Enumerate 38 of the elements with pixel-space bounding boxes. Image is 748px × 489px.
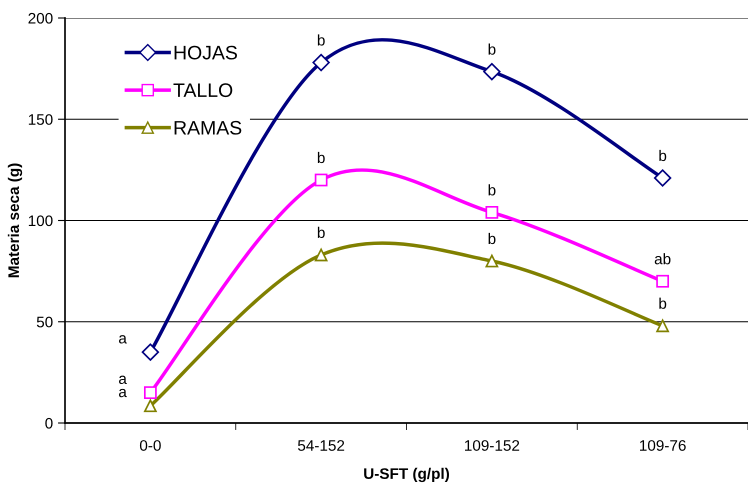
point	[656, 274, 670, 288]
legend-label: HOJAS	[174, 46, 237, 60]
y-tick-label: 150	[28, 114, 53, 125]
annotation: b	[659, 150, 666, 162]
point	[314, 174, 328, 186]
y-tick-label: 200	[28, 12, 53, 24]
x-tick-label: 0-0	[140, 440, 161, 451]
annotation: b	[318, 34, 325, 46]
legend-label: RAMAS	[174, 120, 242, 135]
point	[314, 248, 328, 262]
point	[483, 62, 501, 80]
x-tick-label: 54-152	[298, 440, 344, 451]
point	[144, 386, 157, 400]
x-tick-label: 109-152	[465, 440, 520, 451]
annotation: b	[659, 298, 666, 309]
point	[654, 169, 672, 187]
legend-label: TALLO	[173, 83, 232, 98]
annotation: a	[119, 335, 127, 344]
annotation: b	[488, 184, 496, 196]
annotation: ab	[654, 253, 670, 264]
annotation: b	[318, 226, 325, 238]
annotation: b	[488, 44, 496, 55]
point	[656, 319, 670, 332]
point	[485, 254, 498, 268]
annotation: a	[119, 376, 127, 384]
x-axis-title: U-SFT (g/pl)	[364, 468, 450, 482]
point	[312, 54, 330, 72]
annotation: b	[488, 232, 496, 244]
x-tick-label: 109-76	[640, 440, 686, 451]
y-tick-label: 0	[45, 418, 53, 429]
point	[142, 343, 160, 361]
annotation: a	[119, 388, 127, 398]
y-axis-title: Materia seca (g)	[8, 164, 22, 278]
y-tick-label: 100	[28, 215, 53, 226]
y-tick-label: 50	[36, 316, 53, 328]
point	[485, 206, 498, 219]
annotation: b	[318, 152, 325, 164]
point	[144, 399, 157, 412]
